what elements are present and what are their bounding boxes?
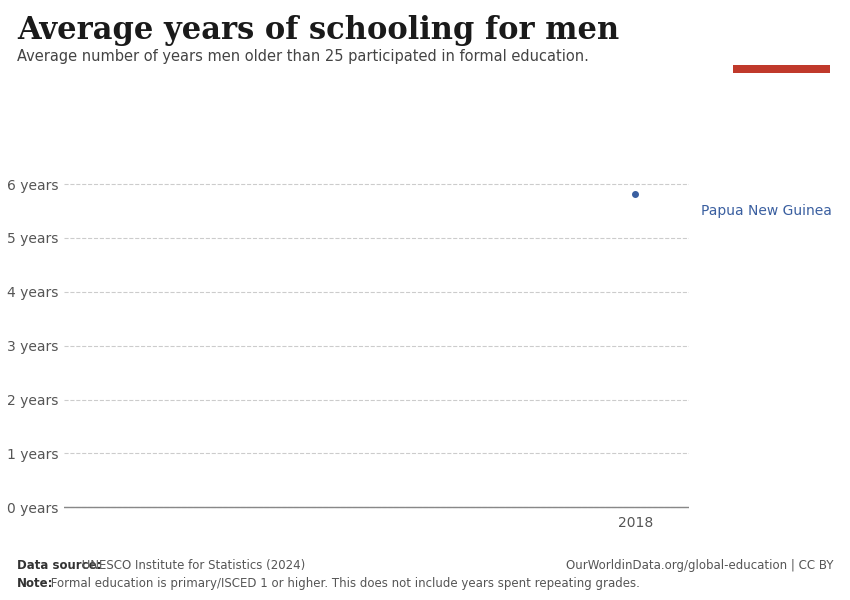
- Text: Average years of schooling for men: Average years of schooling for men: [17, 15, 620, 46]
- Text: Data source:: Data source:: [17, 559, 101, 572]
- Text: Formal education is primary/ISCED 1 or higher. This does not include years spent: Formal education is primary/ISCED 1 or h…: [47, 577, 639, 590]
- Text: Papua New Guinea: Papua New Guinea: [701, 204, 832, 218]
- Text: UNESCO Institute for Statistics (2024): UNESCO Institute for Statistics (2024): [78, 559, 305, 572]
- Text: Average number of years men older than 25 participated in formal education.: Average number of years men older than 2…: [17, 49, 589, 64]
- Point: [628, 189, 642, 199]
- Text: OurWorldinData.org/global-education | CC BY: OurWorldinData.org/global-education | CC…: [565, 559, 833, 572]
- Text: in Data: in Data: [757, 40, 806, 53]
- Bar: [733, 65, 830, 73]
- Text: Our World: Our World: [748, 22, 815, 35]
- Text: Note:: Note:: [17, 577, 54, 590]
